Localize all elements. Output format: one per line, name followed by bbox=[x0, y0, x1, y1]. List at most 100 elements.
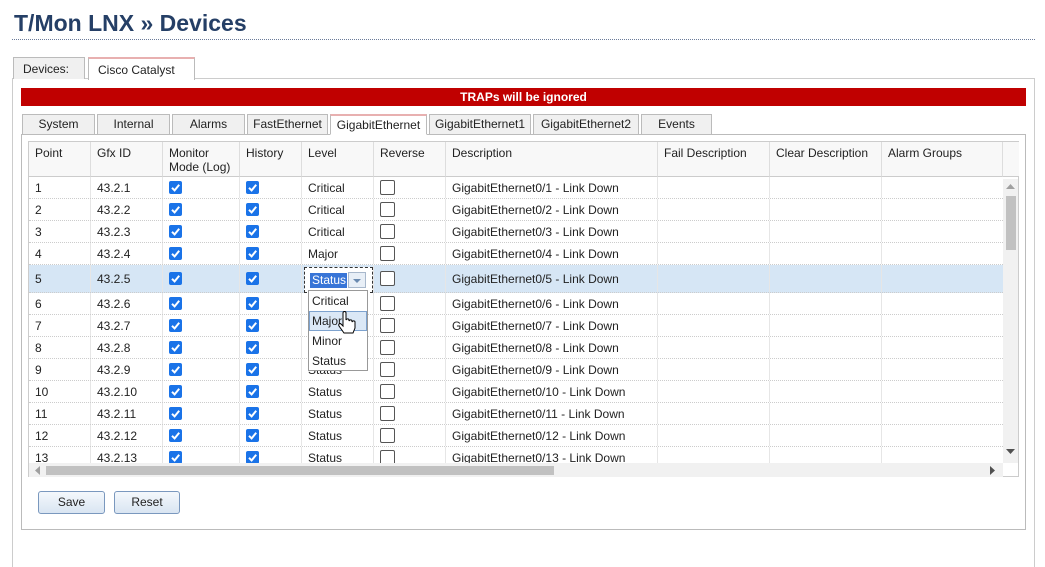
sub-tab[interactable]: Internal bbox=[97, 114, 170, 135]
sub-tab[interactable]: Events bbox=[641, 114, 712, 135]
grid-row[interactable]: 7 43.2.7 GigabitEthernet0/7 - Link Down bbox=[29, 315, 1003, 337]
checkbox[interactable] bbox=[169, 407, 182, 420]
checkbox[interactable] bbox=[380, 428, 395, 443]
checkbox[interactable] bbox=[169, 319, 182, 332]
sub-tab[interactable]: GigabitEthernet2 bbox=[533, 114, 639, 135]
sub-tab[interactable]: Alarms bbox=[172, 114, 245, 135]
scroll-right[interactable] bbox=[990, 466, 996, 475]
sub-tab[interactable]: GigabitEthernet bbox=[330, 114, 427, 135]
checkbox[interactable] bbox=[169, 225, 182, 238]
grid-row[interactable]: 13 43.2.13 Status GigabitEthernet0/13 - Lin… bbox=[29, 447, 1003, 463]
checkbox[interactable] bbox=[246, 363, 259, 376]
top-tab[interactable]: Cisco Catalyst bbox=[88, 57, 195, 80]
grid-row[interactable]: 10 43.2.10 Status GigabitEthernet0/10 - Lin… bbox=[29, 381, 1003, 403]
h-scrollbar[interactable] bbox=[29, 463, 1003, 477]
checkbox[interactable] bbox=[380, 224, 395, 239]
level-editor-value[interactable]: Status bbox=[310, 273, 347, 288]
grid-cell bbox=[374, 337, 446, 358]
grid-row[interactable]: 11 43.2.11 Status GigabitEthernet0/11 - Lin… bbox=[29, 403, 1003, 425]
column-header[interactable]: Clear Description bbox=[770, 142, 882, 177]
grid-row[interactable]: 5 43.2.5 GigabitEthernet0/5 - Link Down bbox=[29, 265, 1003, 293]
checkbox[interactable] bbox=[246, 451, 259, 463]
column-header[interactable]: Point bbox=[29, 142, 91, 177]
level-option[interactable]: Status bbox=[312, 354, 347, 368]
checkbox[interactable] bbox=[169, 297, 182, 310]
checkbox[interactable] bbox=[380, 318, 395, 333]
grid-cell bbox=[658, 221, 770, 242]
grid-cell bbox=[163, 337, 240, 358]
grid-cell: Status bbox=[302, 447, 374, 463]
checkbox[interactable] bbox=[169, 429, 182, 442]
checkbox[interactable] bbox=[246, 181, 259, 194]
sub-tab[interactable]: System bbox=[22, 114, 95, 135]
checkbox[interactable] bbox=[380, 296, 395, 311]
top-tab[interactable]: Devices: bbox=[13, 57, 85, 79]
v-scroll-thumb[interactable] bbox=[1006, 196, 1016, 250]
checkbox[interactable] bbox=[169, 203, 182, 216]
scroll-up[interactable] bbox=[1006, 183, 1015, 189]
checkbox[interactable] bbox=[169, 341, 182, 354]
checkbox[interactable] bbox=[169, 385, 182, 398]
checkbox[interactable] bbox=[246, 385, 259, 398]
checkbox[interactable] bbox=[169, 272, 182, 285]
column-header[interactable]: Monitor Mode (Log) bbox=[163, 142, 240, 177]
grid-cell: GigabitEthernet0/5 - Link Down bbox=[446, 265, 658, 292]
checkbox[interactable] bbox=[246, 225, 259, 238]
checkbox[interactable] bbox=[246, 203, 259, 216]
level-option[interactable]: Minor bbox=[312, 334, 343, 348]
grid-row[interactable]: 8 43.2.8 GigabitEthernet0/8 - Link Down bbox=[29, 337, 1003, 359]
h-scroll-thumb[interactable] bbox=[46, 466, 554, 475]
grid-cell: 5 bbox=[29, 265, 91, 292]
grid-row[interactable]: 4 43.2.4 Major GigabitEthernet0/4 - Link Do… bbox=[29, 243, 1003, 265]
grid-cell bbox=[770, 293, 882, 314]
column-header[interactable]: Description bbox=[446, 142, 658, 177]
checkbox[interactable] bbox=[169, 451, 182, 463]
v-scrollbar[interactable] bbox=[1003, 179, 1018, 463]
checkbox[interactable] bbox=[169, 181, 182, 194]
level-option[interactable]: Critical bbox=[312, 294, 349, 308]
grid-row[interactable]: 12 43.2.12 Status GigabitEthernet0/12 - Lin… bbox=[29, 425, 1003, 447]
checkbox[interactable] bbox=[246, 341, 259, 354]
checkbox[interactable] bbox=[380, 406, 395, 421]
checkbox[interactable] bbox=[169, 247, 182, 260]
grid-row[interactable]: 943.2.9StatusGigabitEthernet0/9 - Link D… bbox=[29, 359, 1003, 381]
title-rule bbox=[12, 39, 1035, 40]
checkbox[interactable] bbox=[246, 319, 259, 332]
column-header[interactable]: Alarm Groups bbox=[882, 142, 1003, 177]
column-header[interactable]: History bbox=[240, 142, 302, 177]
grid-row[interactable]: 1 43.2.1 Critical GigabitEthernet0/1 - Link… bbox=[29, 177, 1003, 199]
checkbox[interactable] bbox=[380, 384, 395, 399]
grid-cell bbox=[374, 221, 446, 242]
checkbox[interactable] bbox=[380, 202, 395, 217]
button[interactable]: Save bbox=[38, 491, 105, 514]
grid-row[interactable]: 2 43.2.2 Critical GigabitEthernet0/2 - Link… bbox=[29, 199, 1003, 221]
column-header[interactable]: Level bbox=[302, 142, 374, 177]
column-header[interactable]: Reverse bbox=[374, 142, 446, 177]
sub-tab[interactable]: GigabitEthernet1 bbox=[429, 114, 531, 135]
checkbox[interactable] bbox=[246, 407, 259, 420]
checkbox[interactable] bbox=[246, 247, 259, 260]
checkbox[interactable] bbox=[169, 363, 182, 376]
checkbox[interactable] bbox=[380, 450, 395, 463]
grid-row[interactable]: 6 43.2.6 GigabitEthernet0/6 - Link Down bbox=[29, 293, 1003, 315]
checkbox[interactable] bbox=[380, 180, 395, 195]
checkbox[interactable] bbox=[246, 297, 259, 310]
checkbox[interactable] bbox=[246, 429, 259, 442]
checkbox[interactable] bbox=[380, 271, 395, 286]
grid-cell: GigabitEthernet0/3 - Link Down bbox=[446, 221, 658, 242]
column-header[interactable]: Gfx ID bbox=[91, 142, 163, 177]
scroll-down[interactable] bbox=[1006, 449, 1015, 455]
grid-cell: GigabitEthernet0/10 - Link Down bbox=[446, 381, 658, 402]
grid-row[interactable]: 3 43.2.3 Critical GigabitEthernet0/3 - Link… bbox=[29, 221, 1003, 243]
level-editor-arrow[interactable] bbox=[348, 272, 366, 288]
checkbox[interactable] bbox=[380, 246, 395, 261]
grid-cell: 43.2.9 bbox=[91, 359, 163, 380]
checkbox[interactable] bbox=[246, 272, 259, 285]
checkbox[interactable] bbox=[380, 362, 395, 377]
scroll-left[interactable] bbox=[34, 466, 40, 475]
column-header[interactable]: Fail Description bbox=[658, 142, 770, 177]
grid-cell: 3 bbox=[29, 221, 91, 242]
sub-tab[interactable]: FastEthernet bbox=[247, 114, 328, 135]
button[interactable]: Reset bbox=[114, 491, 180, 514]
checkbox[interactable] bbox=[380, 340, 395, 355]
